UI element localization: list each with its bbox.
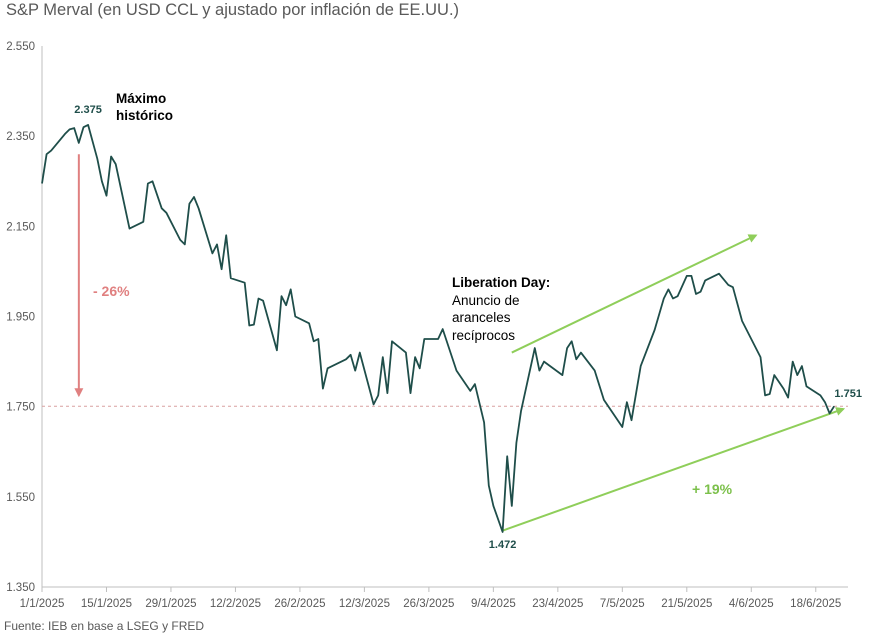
y-tick-label: 1.350 — [6, 582, 35, 594]
x-tick-label: 15/1/2025 — [81, 598, 132, 610]
x-tick-label: 4/6/2025 — [729, 598, 774, 610]
y-axis: 1.350 1.550 1.750 1.950 2.150 2.350 2.550 — [6, 41, 43, 594]
source-note: Fuente: IEB en base a LSEG y FRED — [4, 619, 205, 633]
x-tick-label: 12/3/2025 — [339, 598, 390, 610]
lower-trend-arrow — [502, 407, 846, 532]
y-tick-label: 2.350 — [6, 131, 35, 143]
x-tick-label: 21/5/2025 — [661, 598, 712, 610]
data-labels: 2.375 1.472 1.751 — [74, 104, 862, 551]
x-tick-label: 9/4/2025 — [471, 598, 516, 610]
merval-series-line — [41, 124, 835, 533]
y-tick-label: 1.750 — [6, 402, 35, 414]
upper-trend-arrow — [511, 234, 758, 354]
x-tick-label: 7/5/2025 — [600, 598, 645, 610]
liberation-title: Liberation Day: — [452, 275, 550, 290]
series-group — [41, 124, 835, 533]
drop-percentage: - 26% — [93, 283, 130, 299]
x-axis: 1/1/2025 15/1/2025 29/1/2025 12/2/2025 26/2/… — [20, 586, 848, 610]
annotations: Máximo histórico Liberation Day: Anuncio… — [93, 91, 733, 497]
data-label: 2.375 — [74, 104, 102, 116]
data-label: 1.751 — [834, 388, 862, 400]
y-tick-label: 1.550 — [6, 492, 35, 504]
x-tick-label: 29/1/2025 — [145, 598, 196, 610]
y-tick-label: 1.950 — [6, 312, 35, 324]
y-tick-label: 2.550 — [6, 41, 35, 53]
trend-arrows — [74, 154, 846, 532]
x-tick-label: 26/3/2025 — [403, 598, 454, 610]
liberation-text-2: aranceles — [452, 310, 511, 325]
y-tick-label: 2.150 — [6, 221, 35, 233]
liberation-text-3: recíprocos — [452, 328, 515, 343]
max-label-line-2: histórico — [116, 108, 173, 123]
chart-title: S&P Merval (en USD CCL y ajustado por in… — [6, 1, 460, 19]
liberation-text-1: Anuncio de — [452, 293, 520, 308]
x-tick-label: 12/2/2025 — [210, 598, 261, 610]
x-tick-label: 1/1/2025 — [20, 598, 65, 610]
x-tick-label: 23/4/2025 — [532, 598, 583, 610]
x-tick-label: 26/2/2025 — [274, 598, 325, 610]
max-label-line-1: Máximo — [116, 91, 166, 106]
data-label: 1.472 — [489, 539, 517, 551]
x-tick-label: 18/6/2025 — [790, 598, 841, 610]
rise-percentage: + 19% — [692, 481, 733, 497]
